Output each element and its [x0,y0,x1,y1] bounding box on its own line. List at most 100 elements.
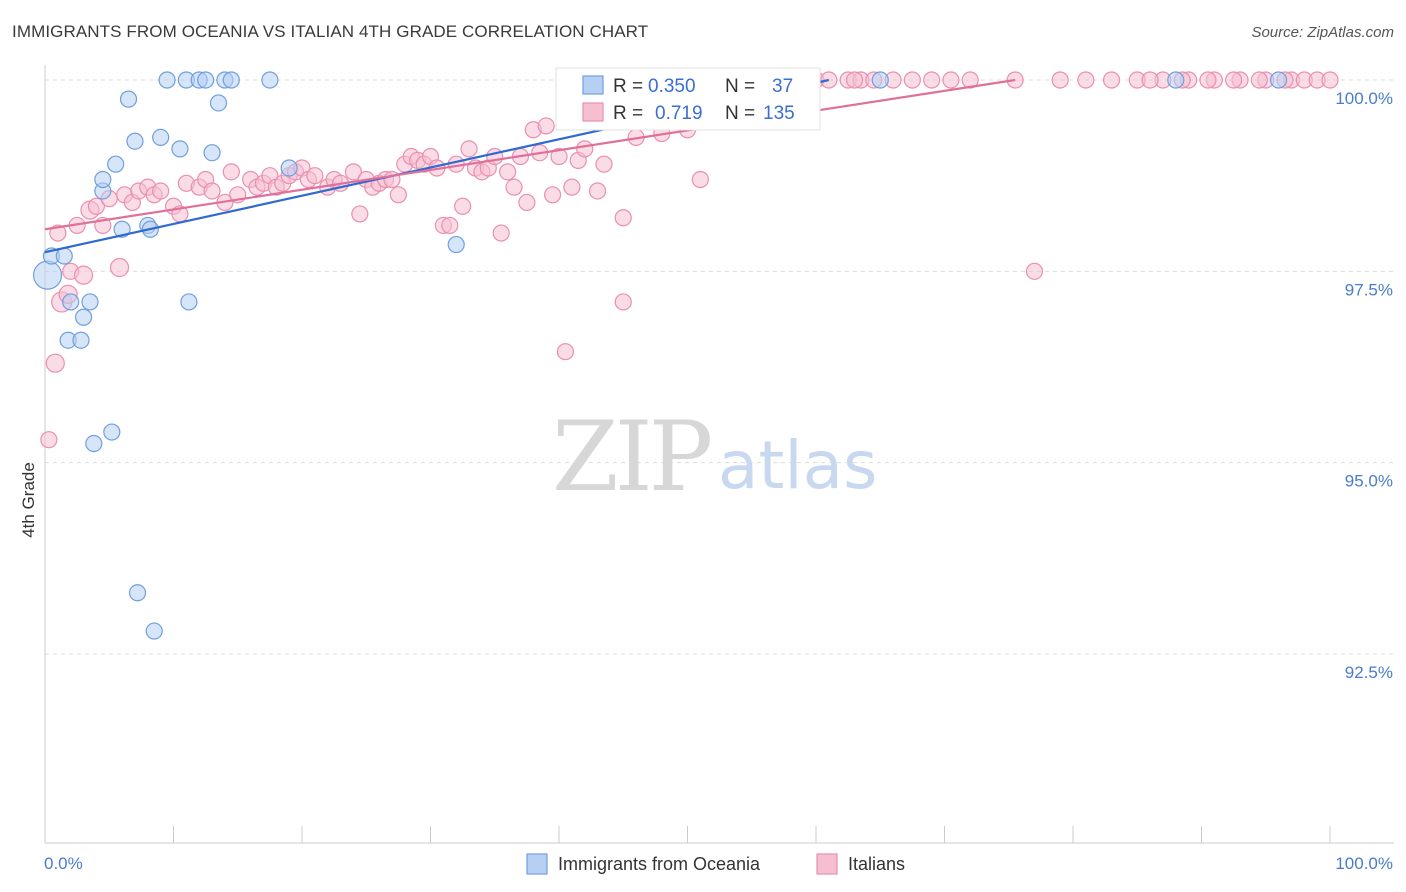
data-point[interactable] [171,140,189,158]
data-point[interactable] [103,423,121,441]
data-point[interactable] [1025,262,1044,280]
watermark-atlas: atlas [718,427,878,504]
data-point[interactable] [113,220,131,238]
legend-swatch-oceania [582,75,604,95]
y-axis-label: 4th Grade [19,462,38,538]
data-point[interactable] [1051,71,1069,89]
data-point[interactable] [447,235,465,254]
legend-swatch-italians-bottom[interactable] [816,853,838,875]
data-point[interactable] [1077,71,1095,89]
data-point[interactable] [1250,71,1268,89]
data-point[interactable] [128,584,147,602]
legend-label-oceania[interactable]: Immigrants from Oceania [558,854,761,874]
legend-n-label-italians: N = [725,103,755,124]
data-point[interactable] [152,128,170,146]
data-point[interactable] [109,257,130,278]
data-point[interactable] [595,155,613,173]
series-oceania-points [32,71,1288,640]
watermark-zip: ZIP [552,401,711,513]
data-point[interactable] [145,622,163,640]
data-point[interactable] [441,216,459,235]
data-point[interactable] [209,94,228,112]
y-tick-labels: 100.0% 97.5% 95.0% 92.5% [1335,89,1393,682]
watermark: ZIP atlas [552,401,878,513]
data-point[interactable] [903,71,921,89]
data-point[interactable] [454,197,472,215]
data-point[interactable] [280,159,298,177]
data-point[interactable] [1141,71,1159,89]
legend-r-label-oceania: R = [613,76,643,97]
data-point[interactable] [197,71,215,89]
data-point[interactable] [543,186,562,204]
data-point[interactable] [62,293,80,311]
data-point[interactable] [486,147,504,166]
data-point[interactable] [460,140,478,158]
data-point[interactable] [74,308,93,326]
legend-r-label-italians: R = [613,103,643,124]
data-point[interactable] [203,144,221,162]
legend-label-italians[interactable]: Italians [848,854,905,874]
data-point[interactable] [81,293,99,311]
data-point[interactable] [119,90,138,108]
data-point[interactable] [87,197,106,215]
data-point[interactable] [344,163,362,181]
data-point[interactable] [563,178,581,196]
data-point[interactable] [49,224,67,242]
data-point[interactable] [158,71,176,89]
data-point[interactable] [518,193,536,212]
axes [44,65,1394,844]
data-point[interactable] [261,71,279,89]
y-tick-label: 100.0% [1335,89,1393,108]
trend-lines [44,78,1016,254]
data-point[interactable] [871,71,889,89]
data-point[interactable] [126,132,144,150]
x-tick-label: 0.0% [44,854,83,873]
series-legend[interactable]: Immigrants from Oceania Italians [526,853,905,875]
data-point[interactable] [492,224,510,242]
data-point[interactable] [588,182,607,200]
data-point[interactable] [55,247,73,265]
data-point[interactable] [306,167,324,185]
data-point[interactable] [691,170,709,189]
legend-r-value-italians: 0.719 [655,103,703,124]
data-point[interactable] [72,331,90,349]
data-point[interactable] [1225,71,1243,89]
data-point[interactable] [499,163,517,181]
data-point[interactable] [351,205,369,223]
data-point[interactable] [203,182,221,200]
data-point[interactable] [614,209,632,227]
source-label: Source: ZipAtlas.com [1251,24,1394,41]
data-point[interactable] [94,170,112,189]
data-point[interactable] [40,431,58,449]
data-point[interactable] [1321,71,1339,89]
legend-swatch-oceania-bottom[interactable] [526,853,548,875]
data-point[interactable] [942,71,960,89]
data-point[interactable] [180,293,198,311]
y-tick-label: 95.0% [1345,472,1393,491]
data-point[interactable] [1199,71,1217,89]
chart-title: IMMIGRANTS FROM OCEANIA VS ITALIAN 4TH G… [12,22,649,41]
data-point[interactable] [389,186,407,204]
data-point[interactable] [222,163,240,181]
y-tick-label: 92.5% [1345,663,1393,682]
data-point[interactable] [550,147,568,166]
data-point[interactable] [556,343,575,361]
data-point[interactable] [845,71,864,89]
data-point[interactable] [505,178,523,196]
data-point[interactable] [923,71,941,89]
data-point[interactable] [152,182,170,200]
data-point[interactable] [537,117,555,135]
data-point[interactable] [107,155,125,173]
data-point[interactable] [85,434,103,453]
data-point[interactable] [222,71,240,89]
legend-n-value-oceania: 37 [772,76,793,97]
data-point[interactable] [1102,71,1121,89]
data-point[interactable] [32,260,63,290]
gridlines [45,79,1394,655]
data-point[interactable] [45,353,65,373]
data-point[interactable] [614,293,632,311]
data-point[interactable] [1167,71,1185,89]
data-point[interactable] [1269,71,1288,89]
data-point[interactable] [576,140,594,158]
data-point[interactable] [73,265,94,285]
